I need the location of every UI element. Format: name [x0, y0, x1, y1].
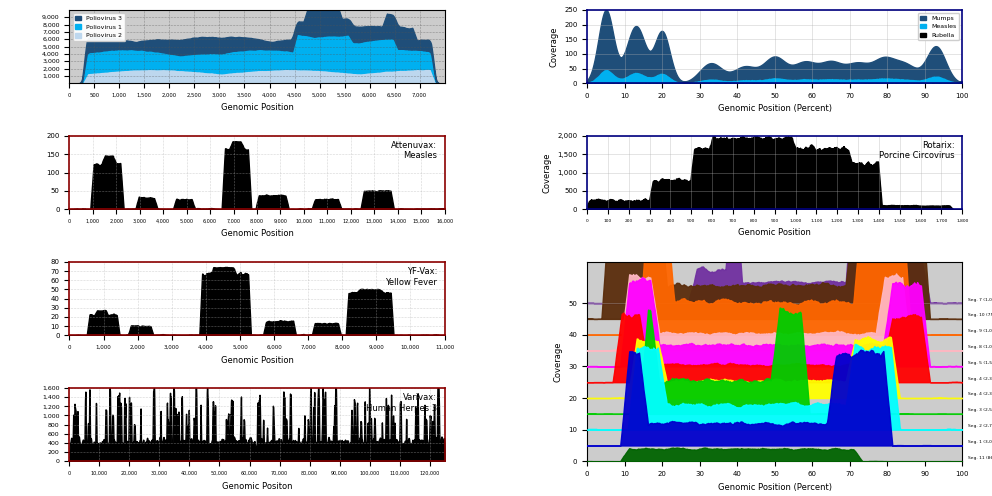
- Text: Seg. 1 (3,002 bp): Seg. 1 (3,002 bp): [968, 440, 992, 444]
- Legend: Mumps, Measles, Rubella: Mumps, Measles, Rubella: [918, 13, 959, 40]
- Text: Attenuvax:
Measles: Attenuvax: Measles: [391, 141, 437, 161]
- Text: Seg. 4 (2,368 bp): Seg. 4 (2,368 bp): [968, 392, 992, 396]
- Text: Varivax:
Human Herpes 3: Varivax: Human Herpes 3: [366, 393, 437, 413]
- Y-axis label: Coverage: Coverage: [554, 341, 562, 382]
- Text: Seg. 2 (2,717 bp): Seg. 2 (2,717 bp): [968, 424, 992, 428]
- X-axis label: Genomic Positon: Genomic Positon: [222, 482, 293, 491]
- Text: Seg. 4 (2,359 bp): Seg. 4 (2,359 bp): [968, 376, 992, 380]
- Text: Seg. 3 (2,591 bp): Seg. 3 (2,591 bp): [968, 408, 992, 412]
- Text: Rotarix:
Porcine Circovirus: Rotarix: Porcine Circovirus: [879, 141, 954, 161]
- Legend: Poliovirus 3, Poliovirus 1, Poliovirus 2: Poliovirus 3, Poliovirus 1, Poliovirus 2: [72, 13, 125, 41]
- Text: Seg. 11 (860 bp): Seg. 11 (860 bp): [968, 456, 992, 460]
- X-axis label: Genomic Position (Percent): Genomic Position (Percent): [717, 105, 831, 114]
- Text: YF-Vax:
Yellow Fever: YF-Vax: Yellow Fever: [385, 267, 437, 287]
- X-axis label: Genomic Position: Genomic Position: [220, 356, 294, 365]
- X-axis label: Genomic Position: Genomic Position: [738, 229, 811, 238]
- Y-axis label: Coverage: Coverage: [550, 26, 558, 67]
- Text: Seg. 5 (1,565 bp): Seg. 5 (1,565 bp): [968, 361, 992, 365]
- X-axis label: Genomic Position (Percent): Genomic Position (Percent): [717, 483, 831, 492]
- Text: Seg. 7 (1,031 bp): Seg. 7 (1,031 bp): [968, 298, 992, 302]
- Text: Seg. 10 (750 bp): Seg. 10 (750 bp): [968, 313, 992, 317]
- Text: Seg. 8 (1,062 bp): Seg. 8 (1,062 bp): [968, 345, 992, 349]
- Text: Seg. 9 (1,019 bp): Seg. 9 (1,019 bp): [968, 329, 992, 333]
- X-axis label: Genomic Position: Genomic Position: [220, 230, 294, 239]
- X-axis label: Genomic Position: Genomic Position: [220, 104, 294, 113]
- Y-axis label: Coverage: Coverage: [543, 152, 552, 193]
